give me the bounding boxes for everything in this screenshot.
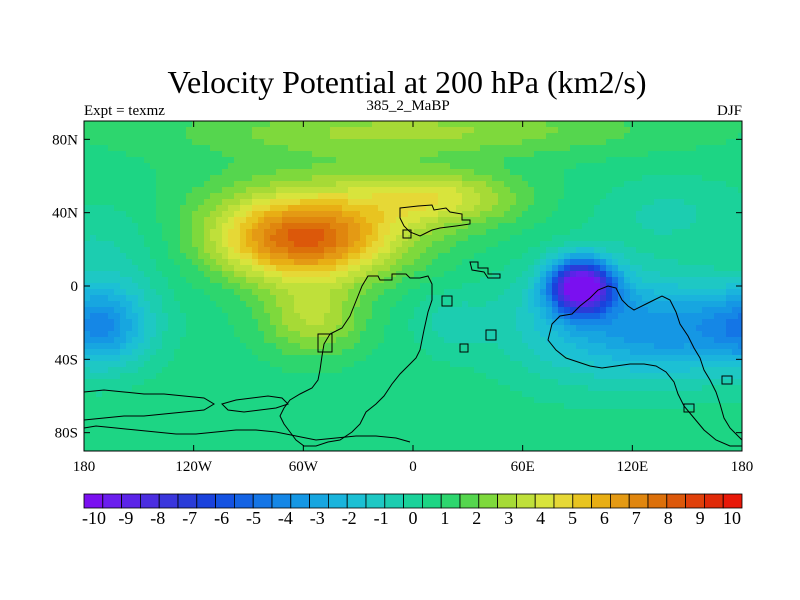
- colorbar-swatch: [327, 493, 348, 509]
- colorbar-swatch: [628, 493, 649, 509]
- contour-field: [84, 121, 742, 451]
- colorbar-label: 10: [723, 508, 741, 528]
- y-tick-label: 40N: [52, 206, 78, 222]
- colorbar-label: -3: [310, 508, 325, 528]
- colorbar-label: 0: [409, 508, 418, 528]
- colorbar-swatch: [83, 493, 104, 509]
- y-tick-label: 0: [71, 279, 79, 295]
- y-tick-label: 80N: [52, 132, 78, 148]
- colorbar-swatch: [290, 493, 310, 509]
- colorbar-swatch: [139, 493, 160, 509]
- x-tick-label: 120W: [175, 459, 213, 475]
- colorbar-label: 4: [536, 508, 545, 528]
- continent-outlines: [84, 204, 742, 447]
- colorbar-swatch: [271, 493, 292, 509]
- case-label: 385_2_MaBP: [366, 98, 449, 114]
- colorbar-swatch: [497, 493, 517, 509]
- x-tick-label: 120E: [616, 459, 648, 475]
- colorbar-label: -6: [214, 508, 229, 528]
- x-tick-label: 60W: [289, 459, 319, 475]
- colorbar-label: 6: [600, 508, 609, 528]
- colorbar-swatch: [591, 493, 611, 509]
- colorbar-swatch: [459, 493, 480, 509]
- colorbar-swatch: [102, 493, 123, 509]
- colorbar-label: 3: [504, 508, 513, 528]
- colorbar-label: 1: [440, 508, 449, 528]
- season-label: DJF: [717, 103, 742, 119]
- colorbar-swatch: [553, 493, 574, 509]
- chart-title: Velocity Potential at 200 hPa (km2/s): [167, 64, 646, 100]
- colorbar-swatch: [177, 493, 198, 509]
- colorbar-labels: -10 -9 -8 -7 -6 -5 -4 -3 -2 -1 0 1 2 3 4 5 6 7 8 9 10: [82, 508, 741, 528]
- colorbar-label: -5: [246, 508, 261, 528]
- colorbar-label: -10: [82, 508, 106, 528]
- colorbar-swatch: [516, 493, 536, 509]
- coastline-north-africa: [399, 204, 471, 237]
- colorbar-label: 9: [696, 508, 705, 528]
- coastline-south-west: [84, 389, 215, 421]
- y-axis: 80N 40N 0 40S 80S: [52, 132, 742, 442]
- colorbar-label: -1: [374, 508, 389, 528]
- colorbar-swatch: [685, 493, 705, 509]
- colorbar-label: -4: [278, 508, 293, 528]
- coastline-small-island: [402, 229, 412, 239]
- colorbar-swatch: [384, 493, 404, 509]
- colorbar-swatch: [346, 493, 367, 509]
- colorbar-swatch: [309, 493, 329, 509]
- coastline-south-east: [221, 395, 289, 413]
- coastline-asia-east: [547, 285, 742, 447]
- colorbar-swatch: [572, 493, 592, 509]
- coastline-islands: [441, 295, 733, 413]
- colorbar-swatch: [158, 493, 179, 509]
- colorbar-swatch: [440, 493, 461, 509]
- colorbar-swatch: [365, 493, 386, 509]
- colorbar-swatch: [704, 493, 724, 509]
- colorbar-label: -7: [182, 508, 197, 528]
- y-tick-label: 40S: [55, 352, 78, 368]
- x-tick-label: 0: [409, 459, 417, 475]
- colorbar-swatch: [534, 493, 555, 509]
- colorbar-label: 8: [664, 508, 673, 528]
- colorbar-swatch: [121, 493, 141, 509]
- x-tick-label: 180: [73, 459, 96, 475]
- colorbar-swatch: [252, 493, 273, 509]
- colorbar-swatch: [196, 493, 217, 509]
- y-tick-label: 80S: [55, 426, 78, 442]
- colorbar-label: -2: [342, 508, 357, 528]
- x-tick-label: 60E: [511, 459, 535, 475]
- x-tick-label: 180: [731, 459, 754, 475]
- colorbar-label: 5: [568, 508, 577, 528]
- colorbar-swatch: [403, 493, 423, 509]
- experiment-label: Expt = texmz: [84, 103, 165, 119]
- colorbar-swatch: [478, 493, 498, 509]
- x-axis: 180 120W 60W 0 60E 120E 180: [73, 121, 754, 475]
- colorbar-label: 2: [472, 508, 481, 528]
- colorbar-label: -8: [150, 508, 165, 528]
- colorbar-label: -9: [118, 508, 133, 528]
- coastline-middle-east: [469, 261, 501, 279]
- colorbar-swatch: [215, 493, 235, 509]
- colorbar-label: 7: [632, 508, 641, 528]
- colorbar-swatch: [421, 493, 442, 509]
- colorbar-swatch: [647, 493, 668, 509]
- colorbar-swatch: [666, 493, 686, 509]
- colorbar-swatch: [722, 493, 743, 509]
- colorbar-swatch: [233, 493, 254, 509]
- coastline-antarctic: [84, 425, 411, 443]
- coastline-sea: [317, 333, 333, 353]
- colorbar-swatch: [610, 493, 630, 509]
- colorbar: [83, 493, 743, 509]
